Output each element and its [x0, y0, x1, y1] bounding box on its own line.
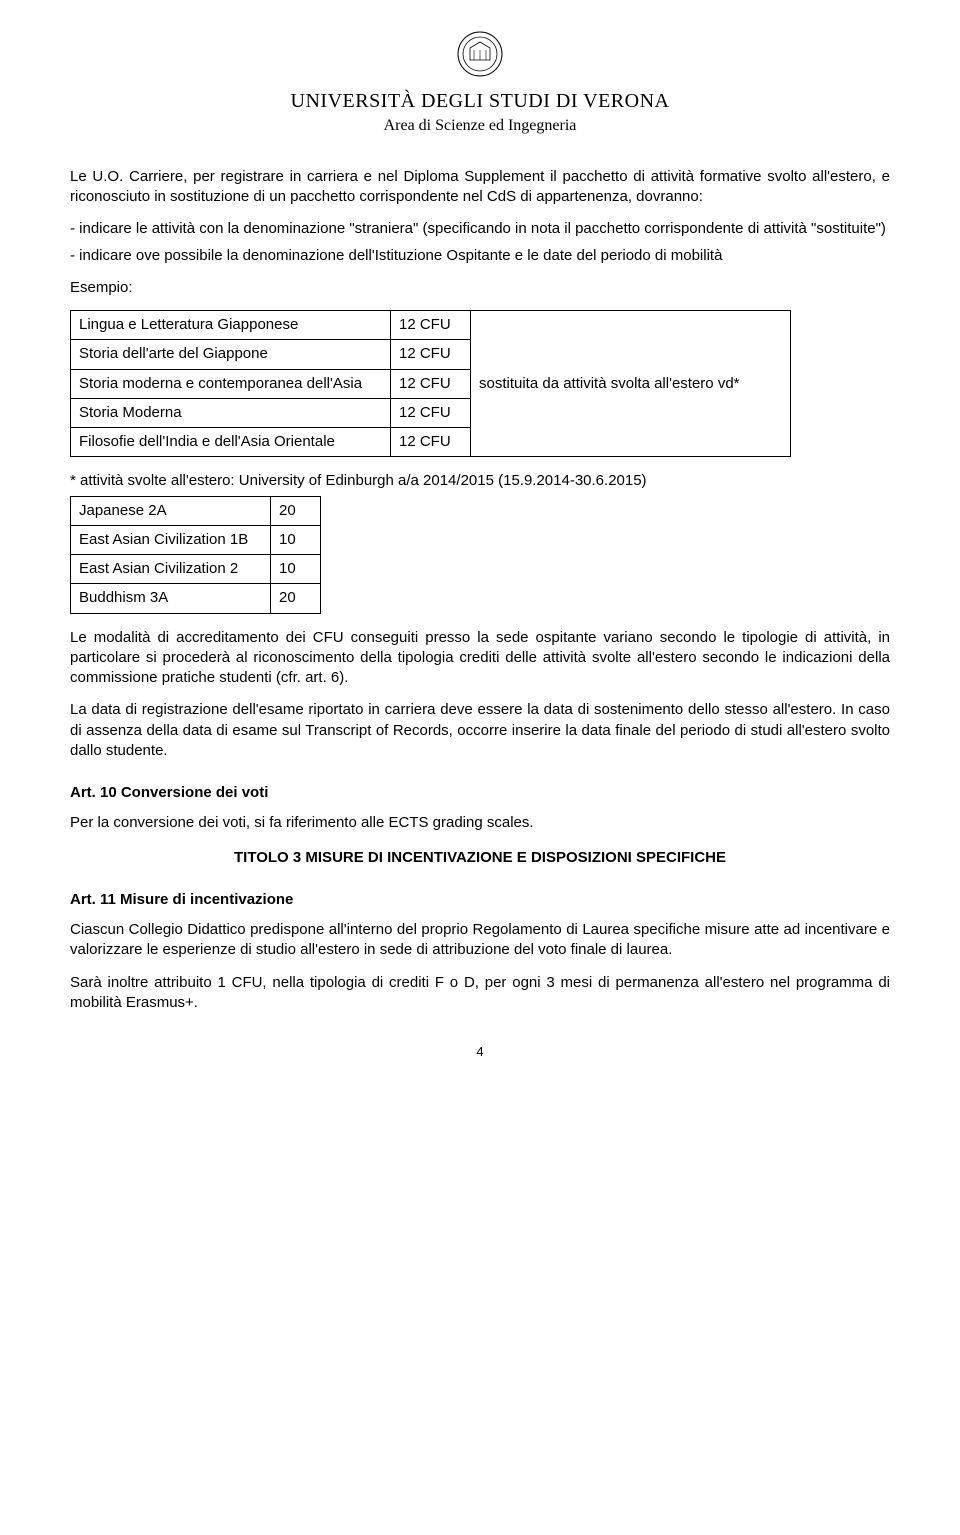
art10-heading: Art. 10 Conversione dei voti [70, 783, 890, 803]
cell-credits: 20 [271, 496, 321, 525]
table-row: Lingua e Letteratura Giapponese 12 CFU s… [71, 311, 791, 340]
table-row: Buddhism 3A 20 [71, 584, 321, 613]
cell-course: Buddhism 3A [71, 584, 271, 613]
cell-cfu: 12 CFU [391, 311, 471, 340]
cell-cfu: 12 CFU [391, 398, 471, 427]
example-table-1: Lingua e Letteratura Giapponese 12 CFU s… [70, 310, 791, 457]
cell-cfu: 12 CFU [391, 340, 471, 369]
intro-paragraph: Le U.O. Carriere, per registrare in carr… [70, 167, 890, 208]
cell-activity: Lingua e Letteratura Giapponese [71, 311, 391, 340]
table-row: East Asian Civilization 2 10 [71, 555, 321, 584]
cell-credits: 10 [271, 555, 321, 584]
cell-credits: 10 [271, 525, 321, 554]
bullet-1: - indicare le attività con la denominazi… [70, 219, 890, 239]
page-number: 4 [70, 1043, 890, 1061]
table2-caption: * attività svolte all'estero: University… [70, 471, 890, 491]
cell-activity: Storia Moderna [71, 398, 391, 427]
cell-course: Japanese 2A [71, 496, 271, 525]
university-name: UNIVERSITÀ DEGLI STUDI DI VERONA [70, 88, 890, 115]
art10-body: Per la conversione dei voti, si fa rifer… [70, 813, 890, 833]
art11-paragraph-1: Ciascun Collegio Didattico predispone al… [70, 920, 890, 961]
cell-cfu: 12 CFU [391, 369, 471, 398]
paragraph-accreditamento: Le modalità di accreditamento dei CFU co… [70, 628, 890, 689]
esempio-label: Esempio: [70, 278, 890, 298]
cell-course: East Asian Civilization 1B [71, 525, 271, 554]
paragraph-data-registrazione: La data di registrazione dell'esame ripo… [70, 700, 890, 761]
cell-credits: 20 [271, 584, 321, 613]
document-header: UNIVERSITÀ DEGLI STUDI DI VERONA Area di… [70, 30, 890, 137]
cell-activity: Filosofie dell'India e dell'Asia Orienta… [71, 428, 391, 457]
cell-activity: Storia moderna e contemporanea dell'Asia [71, 369, 391, 398]
example-table-2: Japanese 2A 20 East Asian Civilization 1… [70, 496, 321, 614]
art11-paragraph-2: Sarà inoltre attribuito 1 CFU, nella tip… [70, 973, 890, 1014]
university-seal-icon [456, 30, 504, 84]
area-name: Area di Scienze ed Ingegneria [70, 115, 890, 137]
titolo3-heading: TITOLO 3 MISURE DI INCENTIVAZIONE E DISP… [70, 848, 890, 868]
table-row: Japanese 2A 20 [71, 496, 321, 525]
bullet-2: - indicare ove possibile la denominazion… [70, 246, 890, 266]
cell-course: East Asian Civilization 2 [71, 555, 271, 584]
cell-activity: Storia dell'arte del Giappone [71, 340, 391, 369]
art11-heading: Art. 11 Misure di incentivazione [70, 890, 890, 910]
cell-cfu: 12 CFU [391, 428, 471, 457]
side-note-cell: sostituita da attività svolta all'estero… [471, 311, 791, 457]
table-row: East Asian Civilization 1B 10 [71, 525, 321, 554]
